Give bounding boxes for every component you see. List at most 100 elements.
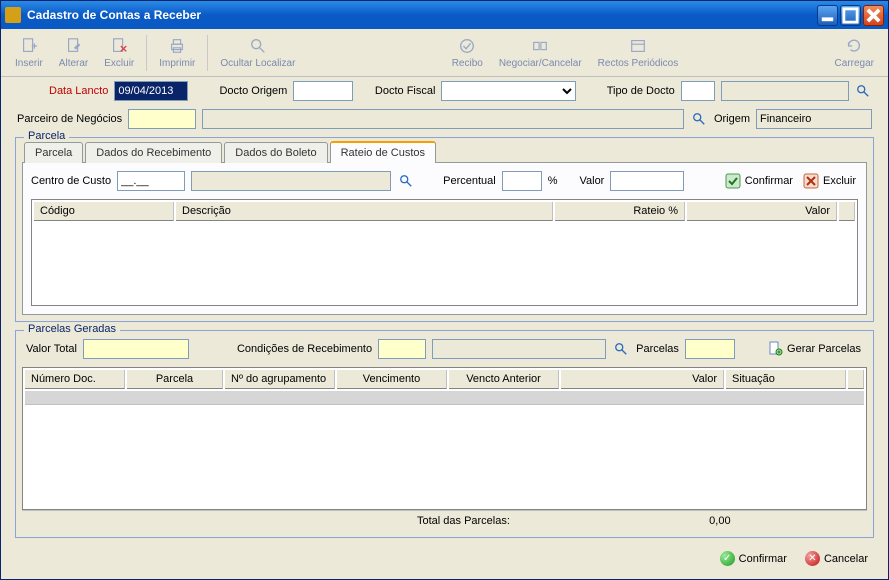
centro-custo-search-icon[interactable] — [397, 172, 415, 190]
search-icon — [248, 36, 268, 56]
rateio-panel: Centro de Custo Percentual % Valor Confi… — [22, 162, 867, 315]
condicoes-desc — [432, 339, 606, 359]
col-vencto-anterior[interactable]: Vencto Anterior — [449, 370, 559, 389]
toolbar-ocultar-localizar-label: Ocultar Localizar — [220, 58, 295, 69]
toolbar-alterar-label: Alterar — [59, 58, 88, 69]
condicoes-code-input[interactable] — [378, 339, 426, 359]
tipo-docto-input[interactable] — [681, 81, 715, 101]
centro-custo-label: Centro de Custo — [31, 175, 111, 187]
header-row-2: Parceiro de Negócios Origem — [1, 105, 888, 133]
condicoes-search-icon[interactable] — [612, 340, 630, 358]
grid-selected-row — [25, 391, 864, 405]
parcelas-input[interactable] — [685, 339, 735, 359]
parcelas-geradas-grid[interactable]: Número Doc. Parcela Nº do agrupamento Ve… — [22, 367, 867, 510]
print-icon — [167, 36, 187, 56]
centro-custo-desc — [191, 171, 391, 191]
close-button[interactable] — [863, 5, 884, 26]
percentual-input[interactable] — [502, 171, 542, 191]
totals-bar: Total das Parcelas: 0,00 — [22, 510, 867, 531]
toolbar-excluir-label: Excluir — [104, 58, 134, 69]
tipo-docto-desc — [721, 81, 849, 101]
col-numero-doc[interactable]: Número Doc. — [25, 370, 125, 389]
window-controls — [817, 5, 884, 26]
toolbar-sep-2 — [207, 35, 208, 71]
rateio-grid[interactable]: Código Descrição Rateio % Valor — [31, 199, 858, 306]
toolbar-recibo[interactable]: Recibo — [444, 34, 491, 71]
footer-confirmar-label: Confirmar — [739, 553, 787, 565]
rateio-confirmar-button[interactable]: Confirmar — [723, 172, 795, 190]
parcelas-geradas-legend: Parcelas Geradas — [24, 323, 120, 335]
tipo-docto-search-icon[interactable] — [855, 82, 872, 100]
minimize-button[interactable] — [817, 5, 838, 26]
percentual-label: Percentual — [443, 175, 496, 187]
parceiro-code-input[interactable] — [128, 109, 196, 129]
col-rateio-pct[interactable]: Rateio % — [555, 202, 685, 221]
calendar-repeat-icon — [628, 36, 648, 56]
docto-origem-label: Docto Origem — [219, 85, 287, 97]
parceiro-label: Parceiro de Negócios — [17, 113, 122, 125]
valor-label: Valor — [579, 175, 604, 187]
parcela-fieldset: Parcela Parcela Dados do Recebimento Dad… — [15, 137, 874, 322]
toolbar-recibo-label: Recibo — [452, 58, 483, 69]
col-valor-pg[interactable]: Valor — [561, 370, 724, 389]
toolbar-carregar[interactable]: Carregar — [827, 34, 882, 71]
document-new-icon — [767, 341, 783, 357]
toolbar-excluir[interactable]: Excluir — [96, 34, 142, 71]
footer-cancelar-label: Cancelar — [824, 553, 868, 565]
tab-dados-boleto[interactable]: Dados do Boleto — [224, 142, 327, 163]
toolbar-negociar-cancelar-label: Negociar/Cancelar — [499, 58, 582, 69]
col-situacao[interactable]: Situação — [726, 370, 846, 389]
valor-input[interactable] — [610, 171, 684, 191]
col-vencimento[interactable]: Vencimento — [337, 370, 447, 389]
gerar-parcelas-button[interactable]: Gerar Parcelas — [765, 340, 863, 358]
footer-confirmar-button[interactable]: ✓ Confirmar — [718, 550, 789, 567]
toolbar-inserir[interactable]: Inserir — [7, 34, 51, 71]
col-parcela[interactable]: Parcela — [127, 370, 223, 389]
col-codigo[interactable]: Código — [34, 202, 174, 221]
parcelas-geradas-form-row: Valor Total Condições de Recebimento Par… — [22, 337, 867, 367]
footer-bar: ✓ Confirmar ✕ Cancelar — [1, 542, 888, 575]
percentual-suffix: % — [548, 175, 558, 187]
total-label: Total das Parcelas: — [158, 515, 510, 527]
col-scroll-gap-2 — [848, 370, 864, 389]
footer-cancelar-button[interactable]: ✕ Cancelar — [803, 550, 870, 567]
cancel-circle-icon: ✕ — [805, 551, 820, 566]
parceiro-search-icon[interactable] — [690, 110, 708, 128]
valor-total-input[interactable] — [83, 339, 189, 359]
toolbar-imprimir[interactable]: Imprimir — [151, 34, 203, 71]
toolbar-negociar-cancelar[interactable]: Negociar/Cancelar — [491, 34, 590, 71]
parcelas-label: Parcelas — [636, 343, 679, 355]
rateio-excluir-button[interactable]: Excluir — [801, 172, 858, 190]
toolbar-imprimir-label: Imprimir — [159, 58, 195, 69]
header-row-1: Data Lancto Docto Origem Docto Fiscal Ti… — [1, 77, 888, 105]
check-circle-icon: ✓ — [720, 551, 735, 566]
document-edit-icon — [64, 36, 84, 56]
gerar-parcelas-label: Gerar Parcelas — [787, 343, 861, 355]
document-new-icon — [19, 36, 39, 56]
docto-fiscal-label: Docto Fiscal — [375, 85, 436, 97]
rateio-excluir-label: Excluir — [823, 175, 856, 187]
valor-total-label: Valor Total — [26, 343, 77, 355]
rateio-form-row: Centro de Custo Percentual % Valor Confi… — [31, 171, 858, 199]
col-valor[interactable]: Valor — [687, 202, 837, 221]
docto-fiscal-select[interactable] — [441, 81, 575, 101]
col-descricao[interactable]: Descrição — [176, 202, 553, 221]
centro-custo-code-input[interactable] — [117, 171, 185, 191]
parcelas-grid-body — [25, 407, 864, 507]
toolbar-alterar[interactable]: Alterar — [51, 34, 96, 71]
data-lancto-label: Data Lancto — [49, 85, 108, 97]
col-scroll-gap — [839, 202, 855, 221]
tab-dados-recebimento[interactable]: Dados do Recebimento — [85, 142, 222, 163]
docto-origem-input[interactable] — [293, 81, 353, 101]
parcelas-geradas-fieldset: Parcelas Geradas Valor Total Condições d… — [15, 330, 874, 538]
data-lancto-input[interactable] — [114, 81, 188, 101]
toolbar-ocultar-localizar[interactable]: Ocultar Localizar — [212, 34, 303, 71]
parceiro-name-display — [202, 109, 684, 129]
app-window: Cadastro de Contas a Receber Inserir Alt… — [0, 0, 889, 580]
col-n-agrupamento[interactable]: Nº do agrupamento — [225, 370, 335, 389]
tab-rateio-custos[interactable]: Rateio de Custos — [330, 141, 436, 163]
toolbar-rectos-periodicos[interactable]: Rectos Periódicos — [590, 34, 687, 71]
maximize-button[interactable] — [840, 5, 861, 26]
tab-parcela[interactable]: Parcela — [24, 142, 83, 163]
toolbar-carregar-label: Carregar — [835, 58, 874, 69]
